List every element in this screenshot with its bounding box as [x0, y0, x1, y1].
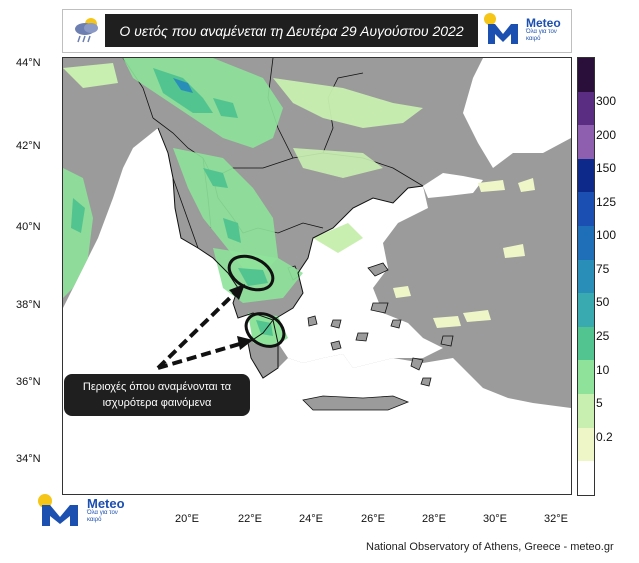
- lon-label-32: 32°E: [544, 513, 568, 525]
- lon-label-28: 28°E: [422, 513, 446, 525]
- colorbar-segment: [578, 461, 594, 495]
- lat-label-34: 34°N: [16, 453, 41, 465]
- lat-label-36: 36°N: [16, 376, 41, 388]
- colorbar-label: 50: [596, 295, 610, 309]
- highlight-ellipse-north: [227, 254, 275, 292]
- colorbar-label: 100: [596, 228, 617, 242]
- colorbar-label: 150: [596, 161, 617, 175]
- colorbar-segment: [578, 125, 594, 159]
- colorbar-label: 5: [596, 396, 603, 410]
- lon-label-20: 20°E: [175, 513, 199, 525]
- colorbar-segment: [578, 192, 594, 227]
- colorbar-segment: [578, 58, 594, 92]
- lon-label-30: 30°E: [483, 513, 507, 525]
- colorbar-label: 200: [596, 128, 617, 142]
- source-credit: National Observatory of Athens, Greece -…: [366, 541, 614, 553]
- rainfall-patches: [63, 58, 535, 348]
- lon-label-26: 26°E: [361, 513, 385, 525]
- annotation-line-1: Περιοχές όπου αναμένονται τα: [82, 381, 232, 393]
- colorbar-label: 10: [596, 363, 610, 377]
- islands: [287, 262, 454, 411]
- meteo-logo-icon: [38, 494, 78, 526]
- coastlines: [157, 127, 424, 379]
- logo-tagline: Όλα για τον καιρό: [526, 29, 557, 42]
- meteo-logo-bottom: Meteo Όλα για τον καιρό: [36, 492, 127, 530]
- lat-label-44: 44°N: [16, 57, 41, 69]
- sea-areas: [63, 58, 571, 494]
- map-canvas: [63, 58, 571, 494]
- logo-tagline: Όλα για τον καιρό: [87, 510, 118, 523]
- precipitation-map: [62, 57, 572, 495]
- callout-arrows: [156, 284, 253, 370]
- colorbar-segment: [578, 360, 594, 395]
- lon-label-22: 22°E: [238, 513, 262, 525]
- precipitation-colorbar: [577, 57, 595, 496]
- highlight-ellipse-south: [244, 312, 286, 348]
- colorbar-segment: [578, 427, 594, 462]
- lat-label-42: 42°N: [16, 140, 41, 152]
- rain-cloud-icon: [75, 18, 98, 43]
- colorbar-label: 75: [596, 262, 610, 276]
- map-title: Ο υετός που αναμένεται τη Δευτέρα 29 Αυγ…: [105, 14, 478, 47]
- annotation-line-2: ισχυρότερα φαινόμενα: [102, 397, 212, 409]
- colorbar-segment: [578, 158, 594, 193]
- logo-brand: Meteo: [87, 496, 125, 511]
- colorbar-segment: [578, 91, 594, 126]
- colorbar-label: 300: [596, 94, 617, 108]
- lon-label-24: 24°E: [299, 513, 323, 525]
- lat-label-40: 40°N: [16, 221, 41, 233]
- colorbar-label: 0.2: [596, 430, 613, 444]
- meteo-logo-top: Meteo Όλα για τον καιρό: [483, 12, 566, 48]
- colorbar-segment: [578, 259, 594, 294]
- colorbar-segment: [578, 326, 594, 361]
- map-header: Ο υετός που αναμένεται τη Δευτέρα 29 Αυγ…: [62, 9, 572, 53]
- colorbar-segment: [578, 293, 594, 327]
- annotation-callout: Περιοχές όπου αναμένονται τα ισχυρότερα …: [64, 374, 250, 416]
- colorbar-segment: [578, 394, 594, 428]
- colorbar-label: 25: [596, 329, 610, 343]
- meteo-logo-icon: [484, 13, 518, 44]
- colorbar-segment: [578, 226, 594, 260]
- logo-brand: Meteo: [526, 16, 561, 30]
- lat-label-38: 38°N: [16, 299, 41, 311]
- colorbar-label: 125: [596, 195, 617, 209]
